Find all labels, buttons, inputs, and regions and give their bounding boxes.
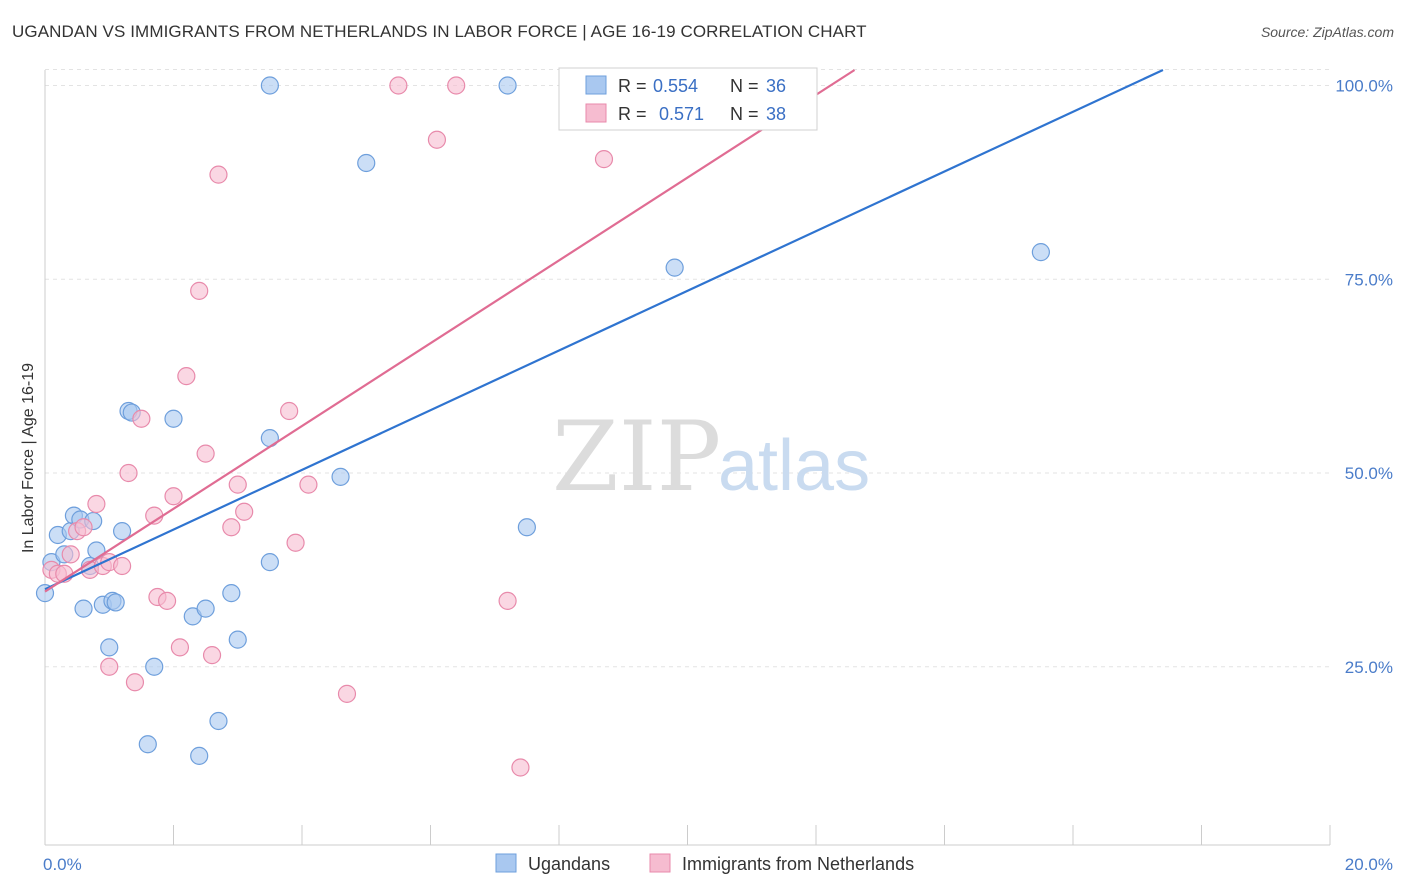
stats-r-label-ugandans: R = [618, 76, 647, 96]
chart-title: UGANDAN VS IMMIGRANTS FROM NETHERLANDS I… [12, 22, 867, 41]
stats-swatch-ugandans [585, 75, 607, 95]
x-tick-label-1: 20.0% [1345, 855, 1393, 874]
ugandans-point-25 [222, 584, 241, 603]
netherlands-point-32 [389, 76, 408, 95]
ugandans-point-12 [100, 638, 119, 657]
stats-n-value-ugandans: 36 [766, 76, 786, 96]
ugandans-point-30 [331, 467, 350, 486]
ugandans-point-23 [196, 599, 215, 618]
netherlands-point-5 [74, 518, 93, 537]
legend-swatch-ugandans [495, 853, 517, 873]
netherlands-point-37 [594, 150, 614, 169]
netherlands-points [42, 76, 614, 777]
netherlands-trend-line [44, 69, 856, 593]
y-axis-label: In Labor Force | Age 16-19 [20, 363, 37, 553]
netherlands-point-17 [157, 591, 177, 610]
ugandans-point-27 [260, 553, 279, 572]
x-tick-label-0: 0.0% [43, 855, 82, 874]
ugandans-points [35, 76, 1050, 765]
netherlands-point-3 [61, 545, 80, 564]
netherlands-point-35 [498, 591, 517, 610]
ugandans-point-15 [112, 522, 132, 541]
netherlands-point-12 [119, 463, 138, 483]
netherlands-point-14 [132, 409, 151, 428]
ugandans-point-32 [498, 76, 517, 95]
netherlands-point-23 [202, 646, 222, 665]
ugandans-point-14 [106, 593, 125, 612]
grid-lines [45, 69, 1330, 668]
y-tick-label-3: 100.0% [1335, 77, 1393, 96]
ugandans-point-35 [1031, 243, 1050, 262]
ugandans-point-22 [190, 746, 209, 765]
stats-n-value-netherlands: 38 [766, 104, 786, 124]
netherlands-point-19 [170, 638, 190, 657]
stats-n-label-netherlands: N = [730, 104, 759, 124]
netherlands-point-10 [100, 657, 119, 676]
netherlands-point-30 [299, 475, 318, 494]
stats-r-value-ugandans: 0.554 [653, 76, 698, 96]
ugandans-point-33 [517, 518, 536, 537]
y-tick-label-2: 75.0% [1345, 270, 1393, 289]
legend-label-netherlands: Immigrants from Netherlands [682, 854, 914, 874]
netherlands-point-31 [337, 684, 357, 703]
netherlands-point-34 [447, 76, 466, 95]
ugandans-point-24 [209, 711, 228, 731]
watermark: ZIP atlas [552, 401, 870, 513]
source-credit: Source: ZipAtlas.com [1260, 24, 1394, 40]
stats-legend-box: R = 0.554 N = 36 R = 0.571 N = 38 [558, 67, 818, 131]
netherlands-point-13 [125, 673, 145, 692]
ugandans-point-28 [260, 76, 279, 95]
stats-n-label-ugandans: N = [730, 76, 759, 96]
ugandans-point-19 [138, 735, 157, 754]
stats-r-label-netherlands: R = [618, 104, 647, 124]
ugandans-point-26 [228, 630, 247, 649]
legend-swatch-netherlands [649, 853, 671, 873]
netherlands-point-33 [427, 130, 447, 149]
watermark-zip: ZIP [552, 401, 721, 513]
ugandans-point-20 [164, 409, 183, 428]
ugandans-point-7 [74, 599, 93, 618]
ugandans-point-31 [357, 153, 376, 173]
netherlands-point-22 [196, 444, 215, 463]
y-tick-label-0: 25.0% [1345, 658, 1393, 677]
watermark-atlas: atlas [718, 426, 870, 506]
netherlands-point-7 [87, 494, 106, 514]
tick-labels: 25.0% 50.0% 75.0% 100.0% 0.0% 20.0% [43, 77, 1393, 875]
netherlands-point-25 [222, 518, 241, 537]
netherlands-point-11 [112, 556, 132, 576]
netherlands-point-27 [235, 502, 254, 521]
netherlands-point-21 [190, 281, 209, 300]
ugandans-trend-line [44, 69, 1164, 591]
bottom-legend: Ugandans Immigrants from Netherlands [495, 853, 914, 874]
y-tick-label-1: 50.0% [1345, 464, 1393, 483]
netherlands-point-26 [228, 475, 247, 494]
netherlands-point-36 [511, 758, 530, 777]
netherlands-point-28 [280, 401, 299, 421]
netherlands-point-24 [209, 165, 228, 184]
stats-r-value-netherlands: 0.571 [659, 104, 704, 124]
netherlands-point-18 [164, 487, 183, 506]
netherlands-point-29 [286, 533, 305, 552]
trend-lines [44, 69, 1164, 593]
legend-label-ugandans: Ugandans [528, 854, 610, 874]
axes [44, 70, 1331, 846]
stats-swatch-netherlands [585, 103, 607, 123]
netherlands-point-20 [177, 367, 196, 386]
ugandans-point-34 [665, 258, 684, 277]
ugandans-point-18 [145, 657, 164, 676]
